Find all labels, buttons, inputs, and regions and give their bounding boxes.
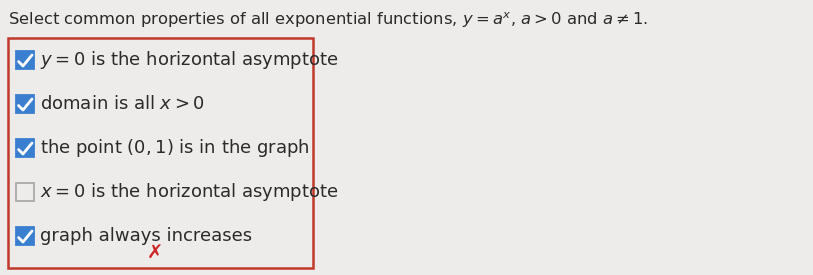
- Bar: [16, 183, 34, 201]
- Bar: [16, 51, 34, 69]
- Bar: [16, 95, 34, 113]
- Text: ✗: ✗: [147, 243, 163, 263]
- Bar: [8, 38, 313, 268]
- Text: domain is all $x > 0$: domain is all $x > 0$: [40, 95, 205, 113]
- Text: $x = 0$ is the horizontal asymptote: $x = 0$ is the horizontal asymptote: [40, 181, 338, 203]
- Text: Select common properties of all exponential functions, $y = a^x$, $a > 0$ and $a: Select common properties of all exponent…: [8, 10, 648, 30]
- Text: the point $(0,1)$ is in the graph: the point $(0,1)$ is in the graph: [40, 137, 310, 159]
- Bar: [16, 227, 34, 245]
- Bar: [16, 139, 34, 157]
- Text: $y = 0$ is the horizontal asymptote: $y = 0$ is the horizontal asymptote: [40, 49, 338, 71]
- Text: graph always increases: graph always increases: [40, 227, 252, 245]
